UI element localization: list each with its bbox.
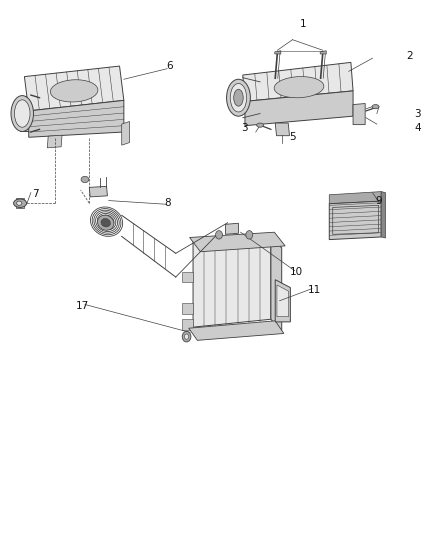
Ellipse shape [257, 123, 264, 127]
Polygon shape [329, 191, 381, 204]
Ellipse shape [234, 90, 243, 106]
Polygon shape [353, 103, 365, 125]
Polygon shape [275, 123, 290, 136]
Text: 11: 11 [307, 285, 321, 295]
Polygon shape [275, 51, 281, 54]
Polygon shape [16, 198, 25, 208]
Polygon shape [193, 235, 282, 253]
Polygon shape [182, 303, 193, 314]
Text: 17: 17 [76, 301, 89, 311]
Ellipse shape [274, 77, 324, 98]
Polygon shape [29, 100, 124, 138]
Polygon shape [271, 235, 282, 333]
Circle shape [182, 332, 191, 342]
Circle shape [184, 334, 189, 340]
Polygon shape [275, 280, 290, 322]
Text: 7: 7 [32, 189, 39, 199]
Ellipse shape [226, 79, 251, 116]
Polygon shape [245, 91, 353, 126]
Ellipse shape [50, 80, 98, 102]
Ellipse shape [81, 176, 89, 183]
Ellipse shape [101, 219, 110, 227]
Text: 1: 1 [300, 19, 307, 29]
Polygon shape [189, 321, 284, 341]
Polygon shape [122, 122, 130, 145]
Polygon shape [182, 272, 193, 282]
Ellipse shape [17, 201, 22, 205]
Ellipse shape [14, 100, 30, 127]
Polygon shape [226, 223, 238, 235]
Polygon shape [25, 66, 124, 111]
Text: 10: 10 [290, 267, 304, 277]
Polygon shape [320, 51, 326, 54]
Ellipse shape [372, 104, 379, 109]
Polygon shape [243, 62, 353, 101]
Text: 8: 8 [164, 198, 170, 208]
Text: 2: 2 [406, 51, 413, 61]
Text: 3: 3 [242, 123, 248, 133]
Text: 6: 6 [166, 61, 173, 71]
Ellipse shape [230, 84, 247, 112]
Text: 9: 9 [376, 196, 382, 206]
Text: 4: 4 [415, 123, 421, 133]
Ellipse shape [14, 199, 27, 207]
Circle shape [215, 231, 223, 239]
Text: 5: 5 [289, 132, 296, 142]
Polygon shape [381, 191, 385, 238]
Polygon shape [190, 232, 285, 252]
Polygon shape [277, 285, 289, 317]
Circle shape [246, 231, 253, 239]
Polygon shape [20, 95, 42, 132]
Polygon shape [89, 187, 107, 197]
Polygon shape [47, 135, 62, 148]
Text: 3: 3 [415, 109, 421, 118]
Polygon shape [329, 201, 381, 240]
Ellipse shape [101, 216, 113, 227]
Polygon shape [193, 235, 271, 327]
Ellipse shape [11, 95, 33, 132]
Ellipse shape [98, 215, 114, 230]
Polygon shape [182, 319, 193, 330]
